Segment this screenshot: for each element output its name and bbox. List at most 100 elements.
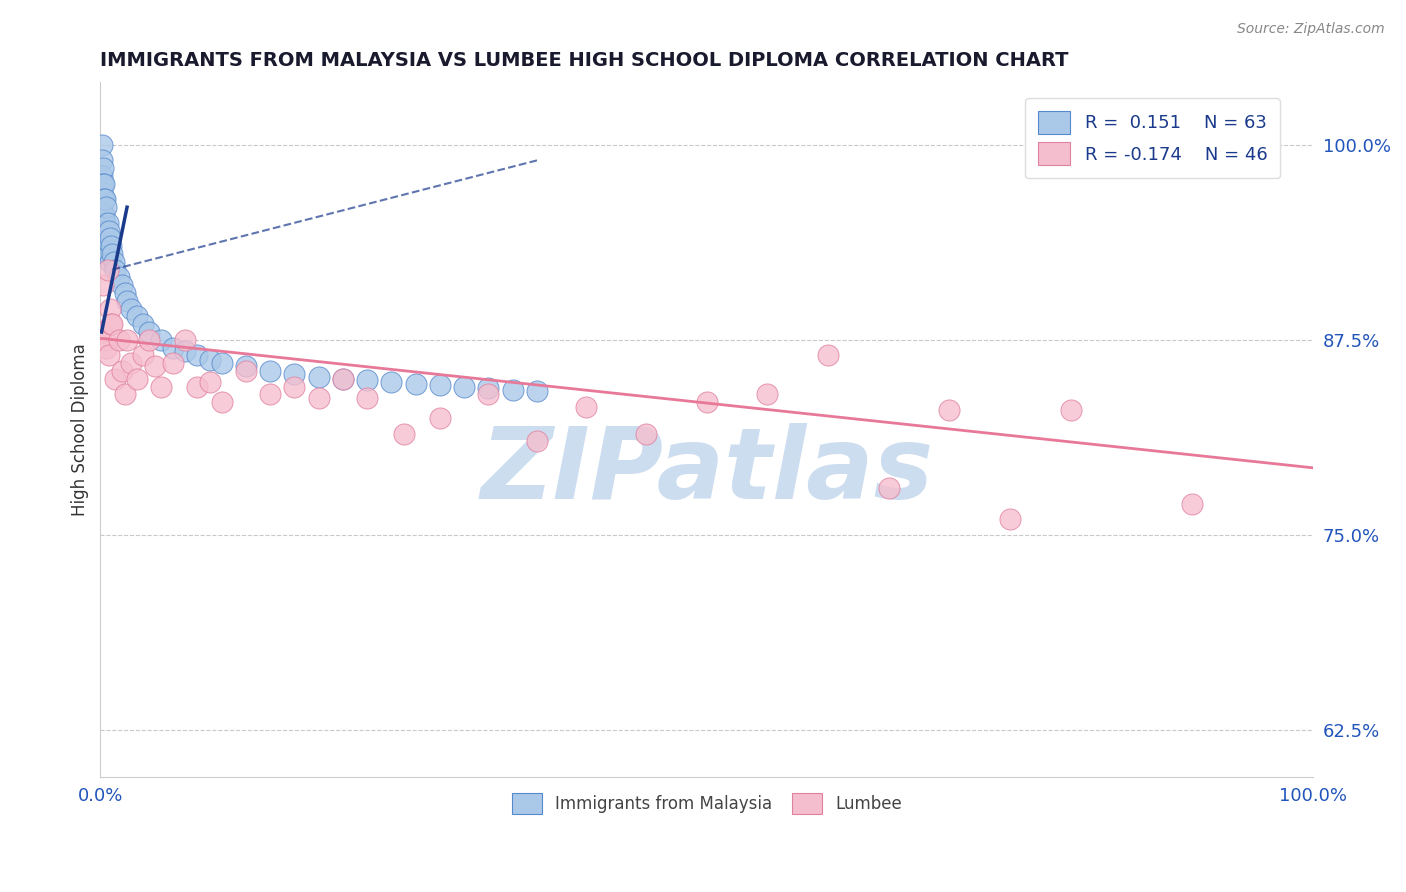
- Point: [380, 375, 402, 389]
- Point: [91, 193, 114, 207]
- Point: [1181, 497, 1204, 511]
- Point: [429, 410, 451, 425]
- Point: [100, 239, 122, 253]
- Point: [502, 383, 524, 397]
- Point: [114, 387, 136, 401]
- Point: [120, 301, 142, 316]
- Point: [477, 381, 499, 395]
- Point: [696, 395, 718, 409]
- Point: [132, 349, 155, 363]
- Point: [94, 216, 117, 230]
- Point: [90, 153, 112, 168]
- Text: IMMIGRANTS FROM MALAYSIA VS LUMBEE HIGH SCHOOL DIPLOMA CORRELATION CHART: IMMIGRANTS FROM MALAYSIA VS LUMBEE HIGH …: [100, 51, 1069, 70]
- Point: [115, 293, 138, 308]
- Point: [96, 341, 118, 355]
- Point: [93, 208, 115, 222]
- Point: [143, 359, 166, 374]
- Point: [150, 333, 173, 347]
- Point: [429, 378, 451, 392]
- Point: [104, 262, 127, 277]
- Point: [104, 372, 127, 386]
- Text: Source: ZipAtlas.com: Source: ZipAtlas.com: [1237, 22, 1385, 37]
- Point: [93, 224, 115, 238]
- Point: [162, 356, 184, 370]
- Point: [477, 387, 499, 401]
- Y-axis label: High School Diploma: High School Diploma: [72, 343, 89, 516]
- Point: [132, 318, 155, 332]
- Point: [186, 349, 208, 363]
- Point: [98, 301, 121, 316]
- Point: [938, 403, 960, 417]
- Point: [308, 370, 330, 384]
- Point: [90, 177, 112, 191]
- Point: [211, 356, 233, 370]
- Point: [91, 278, 114, 293]
- Point: [174, 343, 197, 358]
- Point: [198, 375, 221, 389]
- Point: [574, 400, 596, 414]
- Point: [111, 278, 134, 293]
- Point: [211, 395, 233, 409]
- Point: [91, 224, 114, 238]
- Point: [90, 325, 112, 339]
- Point: [101, 247, 124, 261]
- Point: [90, 193, 112, 207]
- Point: [283, 368, 305, 382]
- Point: [308, 391, 330, 405]
- Point: [94, 231, 117, 245]
- Point: [150, 380, 173, 394]
- Point: [115, 333, 138, 347]
- Point: [526, 434, 548, 449]
- Point: [93, 177, 115, 191]
- Point: [138, 333, 160, 347]
- Point: [356, 391, 378, 405]
- Point: [877, 481, 900, 495]
- Point: [90, 208, 112, 222]
- Point: [392, 426, 415, 441]
- Point: [93, 239, 115, 253]
- Point: [97, 262, 120, 277]
- Point: [332, 372, 354, 386]
- Point: [91, 161, 114, 176]
- Point: [235, 359, 257, 374]
- Point: [103, 255, 125, 269]
- Point: [107, 333, 129, 347]
- Point: [235, 364, 257, 378]
- Point: [96, 200, 118, 214]
- Point: [453, 380, 475, 394]
- Point: [198, 353, 221, 368]
- Point: [90, 137, 112, 152]
- Point: [107, 270, 129, 285]
- Point: [1121, 137, 1143, 152]
- Point: [259, 387, 281, 401]
- Point: [817, 349, 839, 363]
- Point: [91, 177, 114, 191]
- Point: [138, 325, 160, 339]
- Point: [526, 384, 548, 399]
- Point: [91, 208, 114, 222]
- Point: [174, 333, 197, 347]
- Point: [94, 333, 117, 347]
- Point: [1060, 403, 1083, 417]
- Point: [114, 286, 136, 301]
- Point: [120, 356, 142, 370]
- Point: [636, 426, 658, 441]
- Point: [94, 193, 117, 207]
- Point: [186, 380, 208, 394]
- Point: [100, 318, 122, 332]
- Point: [125, 372, 148, 386]
- Point: [91, 239, 114, 253]
- Point: [101, 318, 124, 332]
- Point: [356, 374, 378, 388]
- Point: [405, 376, 427, 391]
- Point: [125, 310, 148, 324]
- Point: [96, 224, 118, 238]
- Point: [97, 247, 120, 261]
- Point: [332, 372, 354, 386]
- Point: [259, 364, 281, 378]
- Text: ZIPatlas: ZIPatlas: [481, 423, 934, 520]
- Point: [97, 224, 120, 238]
- Legend: Immigrants from Malaysia, Lumbee: Immigrants from Malaysia, Lumbee: [502, 782, 912, 824]
- Point: [97, 216, 120, 230]
- Point: [97, 239, 120, 253]
